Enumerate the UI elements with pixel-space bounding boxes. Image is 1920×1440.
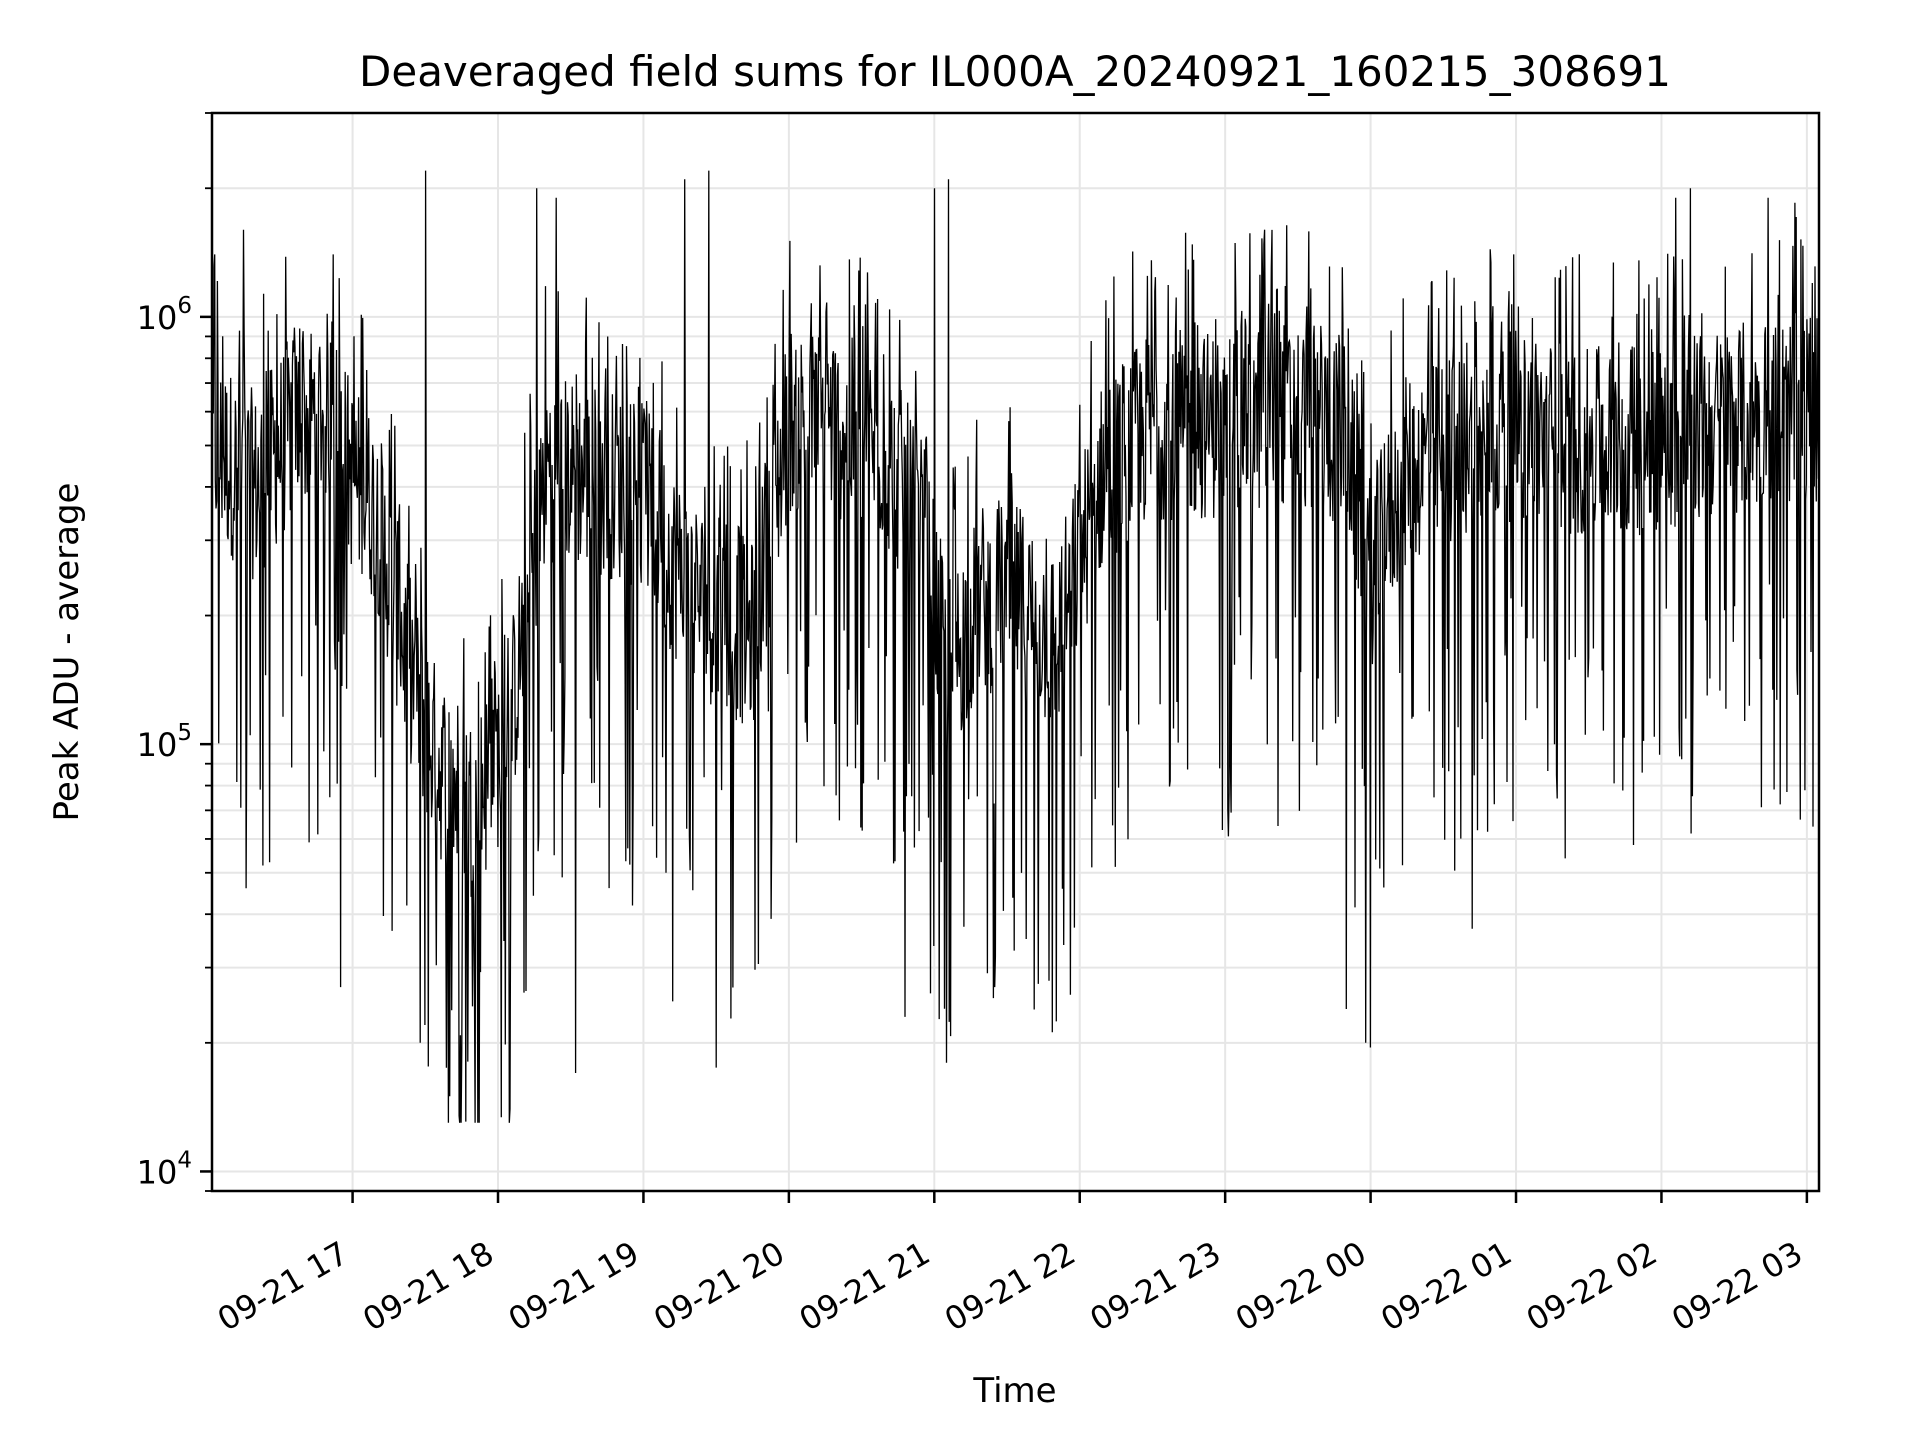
y-axis-ticks: 104 105 106 — [137, 112, 212, 1192]
plot-frame — [210, 111, 1821, 1193]
y-tick-label: 104 — [137, 1147, 192, 1191]
y-axis-label: Peak ADU - average — [47, 483, 87, 822]
x-axis-label: Time — [972, 1371, 1056, 1411]
series-line — [211, 170, 1820, 1123]
y-tick-label: 105 — [137, 720, 192, 764]
data-series — [211, 170, 1820, 1123]
chart-title: Deaveraged field sums for IL000A_2024092… — [359, 47, 1671, 96]
y-tick-label: 106 — [137, 293, 192, 337]
